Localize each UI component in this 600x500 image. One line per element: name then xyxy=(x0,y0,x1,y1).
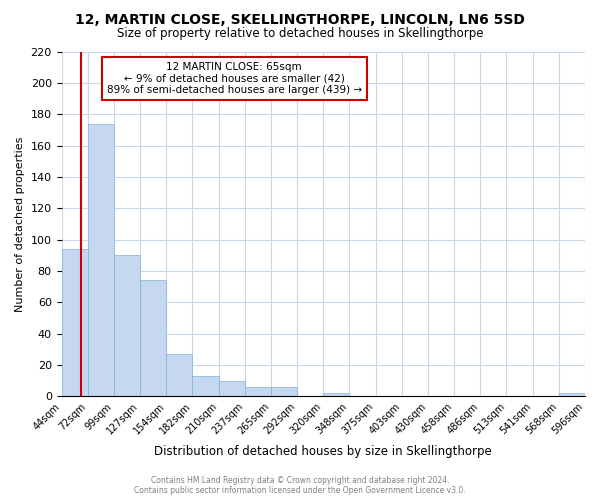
Bar xyxy=(62,249,88,396)
Text: Size of property relative to detached houses in Skellingthorpe: Size of property relative to detached ho… xyxy=(117,28,483,40)
Y-axis label: Number of detached properties: Number of detached properties xyxy=(15,136,25,312)
Bar xyxy=(140,280,166,396)
Bar xyxy=(88,124,114,396)
Text: Contains HM Land Registry data © Crown copyright and database right 2024.
Contai: Contains HM Land Registry data © Crown c… xyxy=(134,476,466,495)
Bar xyxy=(114,256,140,396)
Bar xyxy=(245,387,271,396)
Bar xyxy=(559,394,585,396)
Bar xyxy=(218,380,245,396)
Bar xyxy=(271,387,297,396)
X-axis label: Distribution of detached houses by size in Skellingthorpe: Distribution of detached houses by size … xyxy=(154,444,492,458)
Bar xyxy=(193,376,218,396)
Bar xyxy=(323,394,349,396)
Text: 12 MARTIN CLOSE: 65sqm
← 9% of detached houses are smaller (42)
89% of semi-deta: 12 MARTIN CLOSE: 65sqm ← 9% of detached … xyxy=(107,62,362,95)
Bar xyxy=(166,354,193,397)
Text: 12, MARTIN CLOSE, SKELLINGTHORPE, LINCOLN, LN6 5SD: 12, MARTIN CLOSE, SKELLINGTHORPE, LINCOL… xyxy=(75,12,525,26)
